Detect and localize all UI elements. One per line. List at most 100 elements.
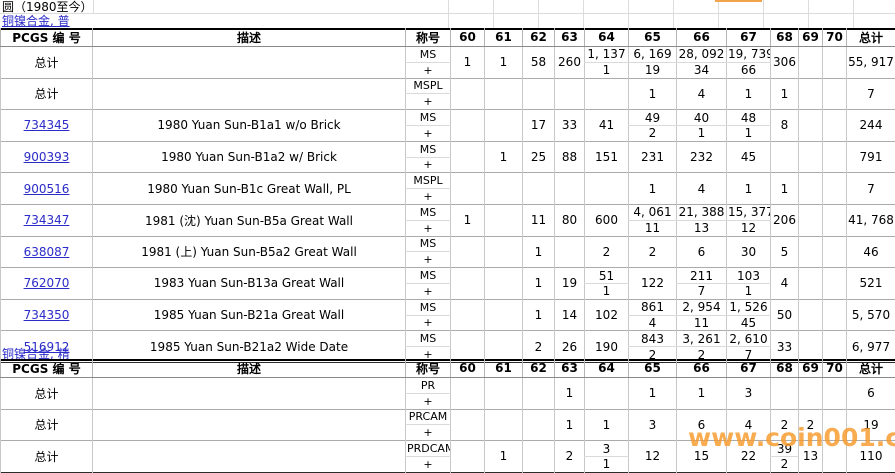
grade-69-cell <box>799 299 823 331</box>
col-header-grade-62: 62 <box>523 28 555 47</box>
grade-67-cell: 45 <box>727 141 771 173</box>
grade-60-cell <box>451 236 485 268</box>
grade-62-cell: 17 <box>523 110 555 142</box>
grade-68-cell: 1 <box>771 78 799 110</box>
col-header-pcgs-number: PCGS 编 号 <box>1 359 93 378</box>
grid-line <box>853 0 854 28</box>
col-header-total: 总计 <box>847 359 895 378</box>
pcgs-number-cell: 900393 <box>1 141 93 173</box>
grade-66-cell: 2, 954 <box>677 299 727 315</box>
grade-67-cell: 30 <box>727 236 771 268</box>
grade-63-cell <box>555 78 585 110</box>
grade-66-cell: 15 <box>677 441 727 473</box>
grid-line <box>808 0 809 28</box>
pcgs-number-link[interactable]: 638087 <box>24 245 70 259</box>
pcgs-number-link[interactable]: 734350 <box>24 308 70 322</box>
grade-70-cell <box>823 141 847 173</box>
description-cell: 1985 Yuan Sun-B21a2 Wide Date <box>93 331 406 363</box>
grade-69-cell <box>799 268 823 300</box>
grade-68-cell <box>771 141 799 173</box>
grade-65-cell: 49 <box>629 110 677 126</box>
grade-65-cell: 3 <box>629 409 677 441</box>
grade-69-cell <box>799 331 823 363</box>
grade-65-cell: 2 <box>629 236 677 268</box>
grade-64-cell: 3 <box>585 441 629 457</box>
col-header-grade-70: 70 <box>823 28 847 47</box>
grade-65-cell: 6, 169 <box>629 47 677 63</box>
grade-61-cell <box>485 378 523 410</box>
designation-cell: MSPL <box>406 78 451 94</box>
grade-63-cell: 260 <box>555 47 585 79</box>
grade-60-cell <box>451 378 485 410</box>
col-header-grade-66: 66 <box>677 359 727 378</box>
pcgs-number-link[interactable]: 734345 <box>24 118 70 132</box>
grade-65-cell: 122 <box>629 268 677 300</box>
grade-62-cell: 11 <box>523 204 555 236</box>
grade-68-cell: 8 <box>771 110 799 142</box>
grade-64-cell <box>585 173 629 205</box>
grade-70-cell <box>823 268 847 300</box>
section-link-copper-nickel-circulation[interactable]: 铜镍合金, 普 <box>2 14 70 28</box>
grade-64-cell: 41 <box>585 110 629 142</box>
grade-68-cell: 2 <box>771 409 799 441</box>
grade-67-cell: 2, 610 <box>727 331 771 347</box>
grade-67-plus-cell: 66 <box>727 62 771 78</box>
pcgs-number-link[interactable]: 900516 <box>24 182 70 196</box>
grade-70-cell <box>823 441 847 473</box>
grade-67-plus-cell: 45 <box>727 315 771 331</box>
grade-67-plus-cell: 1 <box>727 283 771 299</box>
grade-61-cell <box>485 204 523 236</box>
grade-65-plus-cell: 11 <box>629 220 677 236</box>
grade-62-cell <box>523 173 555 205</box>
pcgs-number-link[interactable]: 762070 <box>24 276 70 290</box>
grade-64-cell <box>585 378 629 410</box>
grade-64-plus-cell: 1 <box>585 283 629 299</box>
grade-68-plus-cell: 2 <box>771 456 799 472</box>
row-total-cell: 19 <box>847 409 895 441</box>
designation-plus-cell: + <box>406 189 451 205</box>
grade-61-cell <box>485 268 523 300</box>
designation-cell: MSPL <box>406 173 451 189</box>
grade-65-plus-cell: 19 <box>629 62 677 78</box>
designation-cell: PRCAM <box>406 409 451 425</box>
col-header-grade-66: 66 <box>677 28 727 47</box>
grade-66-cell: 28, 092 <box>677 47 727 63</box>
col-header-grade-61: 61 <box>485 359 523 378</box>
grid-line <box>538 0 539 28</box>
pcgs-number-link[interactable]: 900393 <box>24 150 70 164</box>
grade-60-cell <box>451 78 485 110</box>
grade-66-cell: 40 <box>677 110 727 126</box>
grade-63-cell: 1 <box>555 409 585 441</box>
grade-66-cell: 3, 261 <box>677 331 727 347</box>
grade-65-cell: 861 <box>629 299 677 315</box>
grade-66-cell: 232 <box>677 141 727 173</box>
col-header-grade-62: 62 <box>523 359 555 378</box>
grid-line <box>763 0 764 28</box>
grade-68-cell: 39 <box>771 441 799 457</box>
designation-plus-cell: + <box>406 125 451 141</box>
grade-62-cell: 1 <box>523 236 555 268</box>
total-row-label-cell: 总计 <box>1 78 93 110</box>
designation-plus-cell: + <box>406 157 451 173</box>
grade-66-plus-cell: 34 <box>677 62 727 78</box>
description-cell: 1980 Yuan Sun-B1c Great Wall, PL <box>93 173 406 205</box>
row-total-cell: 55, 917 <box>847 47 895 79</box>
total-row-label-cell: 总计 <box>1 378 93 410</box>
pcgs-number-link[interactable]: 734347 <box>24 213 70 227</box>
col-header-grade-68: 68 <box>771 28 799 47</box>
grid-line <box>448 0 449 28</box>
grade-64-cell: 600 <box>585 204 629 236</box>
grade-63-cell: 14 <box>555 299 585 331</box>
grade-66-plus-cell: 11 <box>677 315 727 331</box>
pcgs-number-cell: 734347 <box>1 204 93 236</box>
grade-64-plus-cell: 1 <box>585 456 629 472</box>
grade-69-cell <box>799 236 823 268</box>
designation-cell: PR <box>406 378 451 394</box>
grade-62-cell: 2 <box>523 331 555 363</box>
row-total-cell: 6, 977 <box>847 331 895 363</box>
grade-60-cell <box>451 268 485 300</box>
grade-61-cell <box>485 173 523 205</box>
grade-69-cell <box>799 204 823 236</box>
col-header-designation: 称号 <box>406 28 451 47</box>
